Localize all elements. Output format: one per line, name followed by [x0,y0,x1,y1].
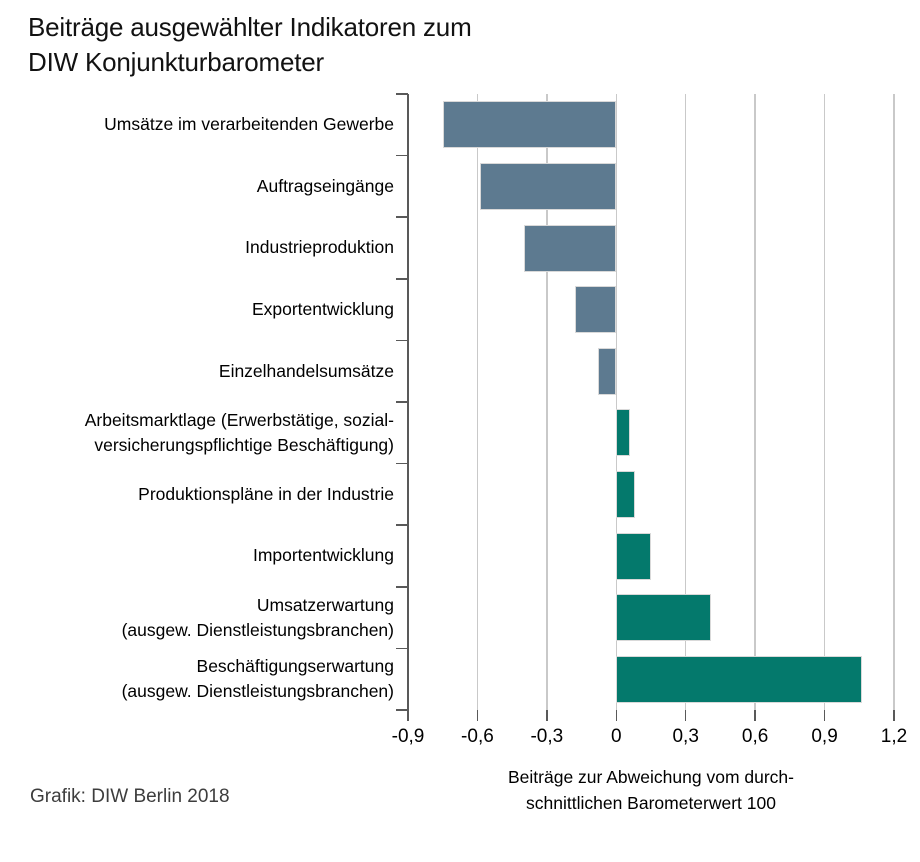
y-axis-tick [396,524,408,526]
category-label: Industrieproduktion [245,237,394,258]
gridline [546,94,548,710]
y-axis-tick [396,278,408,280]
category-label: Produktionspläne in der Industrie [138,483,394,504]
y-axis-tick [396,339,408,342]
x-tick-label: 0,9 [811,726,838,747]
y-axis-tick [396,709,408,711]
plot-area [396,93,895,721]
bar [616,655,862,703]
category-label: Importentwicklung [252,545,394,566]
x-axis-tick [893,710,895,721]
x-tick-label: -0,3 [530,726,564,747]
category-label: Einzelhandelsumsätze [218,360,394,381]
x-axis-tick [615,710,618,721]
bar [616,470,635,518]
gridline [476,94,479,710]
y-axis-tick [396,216,408,218]
y-axis-tick [396,401,408,403]
x-axis-tick [823,710,826,721]
x-axis-title: Beiträge zur Abweichung vom durch- schni… [508,767,794,813]
bar [616,409,631,457]
x-tick-label: 0,3 [672,726,699,747]
x-tick-label: 1,2 [880,726,908,747]
x-axis-tick [476,710,479,721]
category-label: Exportentwicklung [251,299,394,320]
x-axis-tick [684,710,687,721]
y-axis-tick [396,154,408,157]
category-label: Umsätze im verarbeitenden Gewerbe [104,114,394,135]
category-label: Umsatzerwartung (ausgew. Dienstleistungs… [121,594,394,640]
y-axis-tick [396,647,408,650]
bar [616,532,651,580]
y-axis-line [407,94,409,710]
category-labels: Umsätze im verarbeitenden Gewerbe Auftrag… [4,94,394,710]
x-axis-tick [546,710,548,721]
x-tick-label: -0,6 [461,726,494,747]
y-axis-tick [396,586,408,588]
x-tick-label: 0,6 [741,726,769,747]
gridline [823,94,826,710]
gridline [893,94,895,710]
bar [523,224,617,272]
x-tick-label: 0 [610,726,622,747]
bar [442,101,617,149]
bar [616,594,712,642]
gridline [754,94,756,710]
x-axis-tick [754,710,756,721]
x-axis-tick-labels: -0,9 -0,6 -0,3 0 0,3 0,6 0,9 1,2 [392,726,908,750]
gridline [615,94,618,710]
bar [574,286,617,334]
y-axis-tick [396,93,408,95]
bar [479,162,617,210]
bar [597,347,617,395]
gridline [684,94,687,710]
category-label: Arbeitsmarktlage (Erwerbstätige, sozial-… [84,409,394,455]
x-axis-tick [407,710,409,721]
chart-title: Beiträge ausgewählter Indikatoren zum DI… [28,12,472,77]
x-tick-label: -0,9 [391,726,425,747]
category-label: Auftragseingänge [256,175,394,196]
category-label: Beschäftigungserwartung (ausgew. Dienstl… [121,656,394,702]
y-axis-tick [396,462,408,465]
credit-text: Grafik: DIW Berlin 2018 [30,786,230,807]
